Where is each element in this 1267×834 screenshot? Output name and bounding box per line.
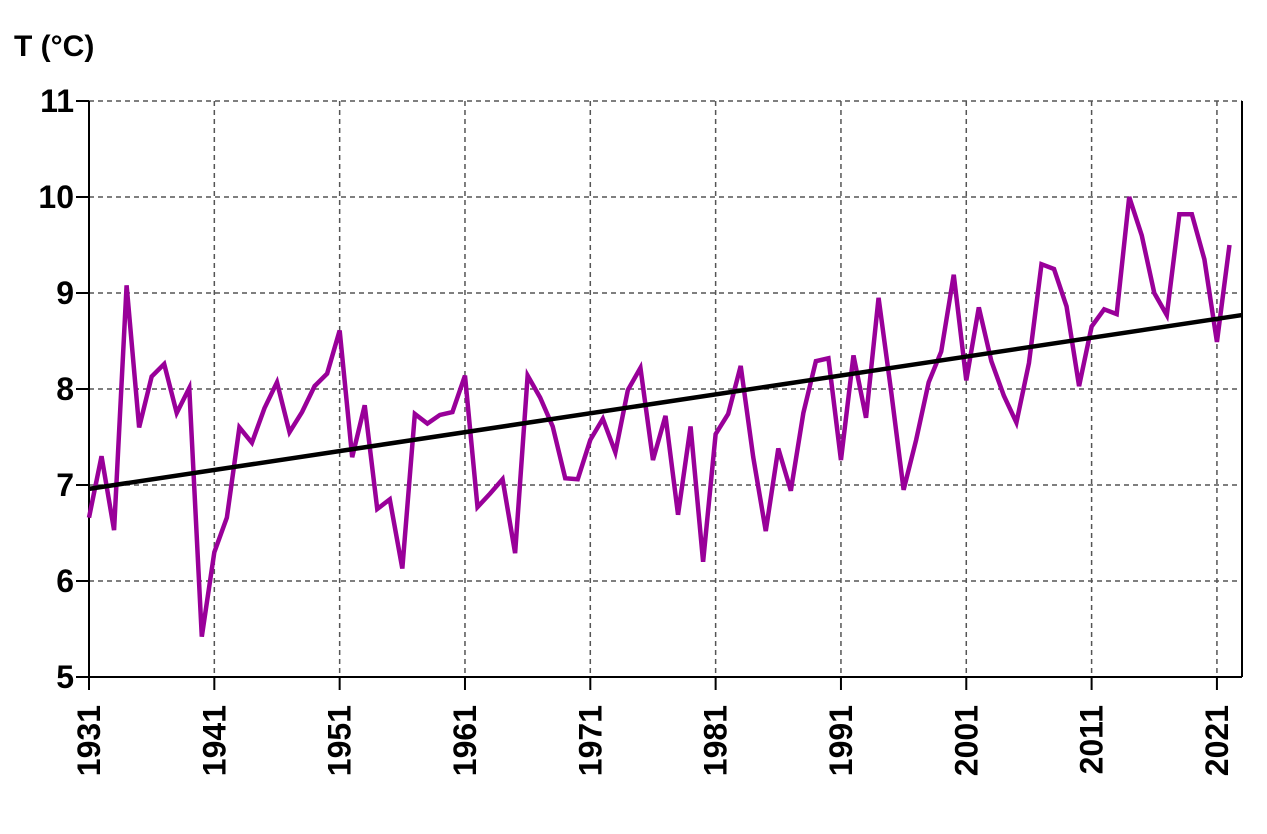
y-tick-label: 10: [38, 179, 74, 215]
y-tick-label: 6: [56, 563, 74, 599]
x-tick-label: 1981: [698, 705, 734, 776]
x-tick-label: 2011: [1074, 705, 1110, 774]
x-tick-label: 1991: [823, 705, 859, 776]
series-lines: [86, 196, 1243, 638]
x-tick-label: 1971: [572, 705, 608, 776]
y-axis-ticks: 5 6 7 8 9 10 11: [38, 83, 89, 695]
x-tick-label: 2001: [948, 705, 984, 776]
y-tick-label: 9: [56, 275, 74, 311]
y-tick-label: 5: [56, 659, 74, 695]
x-tick-label: 1941: [196, 705, 232, 776]
temperature-series-line: [86, 196, 1232, 638]
grid: [89, 100, 1242, 677]
x-tick-label: 1961: [447, 705, 483, 776]
y-tick-label: 11: [40, 83, 74, 119]
x-tick-label: 2021: [1199, 705, 1235, 776]
trend-line: [88, 312, 1243, 492]
y-axis-label: T (°C): [14, 30, 94, 63]
x-tick-label: 1931: [71, 705, 107, 776]
y-tick-label: 8: [56, 371, 74, 407]
x-axis-ticks: 1931 1941 1951 1961 1971 1981 1991 2001 2011 2021: [71, 677, 1235, 776]
x-tick-label: 1951: [322, 705, 358, 776]
y-tick-label: 7: [56, 467, 74, 503]
